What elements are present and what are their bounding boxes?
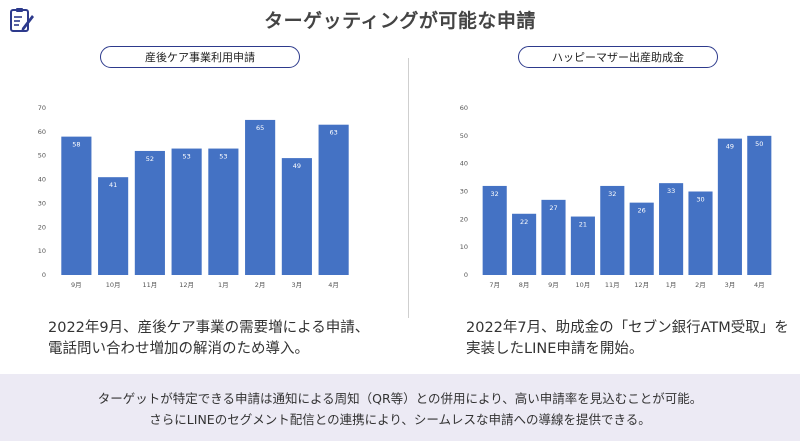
left-chart-data-label: 53 [219,153,227,161]
right-chart-bar [570,216,595,275]
right-chart-bar [717,138,742,275]
left-chart-bar [281,158,312,275]
right-chart-data-label: 27 [549,204,557,212]
left-chart-data-label: 53 [182,153,190,161]
right-chart-xtick-label: 11月 [605,281,620,289]
clipboard-pen-icon [8,6,36,34]
left-chart-ytick-label: 70 [38,104,46,112]
left-chart-bar [245,119,276,275]
right-chart-ytick-label: 20 [460,215,468,223]
left-caption-line2: 電話問い合わせ増加の解消のため導入。 [48,341,309,357]
summary-line2: さらにLINEのセグメント配信との連携により、シームレスな申請への導線を提供でき… [149,412,651,427]
right-chart-xtick-label: 10月 [576,281,591,289]
right-chart-ytick-label: 30 [460,188,468,196]
right-chart-bar [482,185,507,275]
left-caption: 2022年9月、産後ケア事業の需要増による申請、 電話問い合わせ増加の解消のため… [48,318,369,360]
left-chart-data-label: 65 [256,124,264,132]
summary-box: ターゲットが特定できる申請は通知による周知（QR等）との併用により、高い申請率を… [0,374,800,441]
right-caption-line1: 2022年7月、助成金の「セブン銀行ATM受取」を [466,320,789,336]
right-chart-xtick-label: 2月 [695,281,706,289]
left-chart-ytick-label: 40 [38,176,46,184]
left-caption-line1: 2022年9月、産後ケア事業の需要増による申請、 [48,320,370,336]
right-chart-pill: ハッピーマザー出産助成金 [518,46,718,68]
left-chart-ytick-label: 60 [38,128,46,136]
right-chart-ytick-label: 0 [464,271,468,279]
right-chart-bar [659,183,684,275]
right-chart-xtick-label: 3月 [725,281,736,289]
right-chart-ytick-label: 10 [460,243,468,251]
left-chart-ytick-label: 20 [38,223,46,231]
left-chart-ytick-label: 30 [38,199,46,207]
left-chart-ytick-label: 0 [42,271,46,279]
left-chart-data-label: 58 [72,141,80,149]
left-chart-bar [208,148,239,275]
left-chart-bar [98,177,129,275]
right-chart-data-label: 30 [696,196,704,204]
left-chart-xtick-label: 3月 [292,281,303,289]
right-chart-bar [688,191,713,275]
right-chart-data-label: 32 [608,190,616,198]
left-chart-ytick-label: 50 [38,152,46,160]
left-chart-xtick-label: 12月 [179,281,194,289]
left-bar-chart: 0 10 20 30 40 50 60 70 58 9月 41 10月 52 11月 53 12月 53 1月 65… [38,104,349,289]
left-chart-bar [61,136,92,275]
right-caption: 2022年7月、助成金の「セブン銀行ATM受取」を 実装したLINE申請を開始。 [466,318,789,360]
left-chart-ytick-label: 10 [38,247,46,255]
right-chart-ytick-label: 60 [460,104,468,112]
right-chart-xtick-label: 4月 [754,281,765,289]
right-chart-bar [747,135,772,275]
left-chart-pill: 産後ケア事業利用申請 [100,46,300,68]
right-chart-xtick-label: 9月 [548,281,559,289]
left-chart-data-label: 49 [293,162,301,170]
right-chart-data-label: 26 [638,207,646,215]
right-chart-ytick-label: 40 [460,160,468,168]
right-chart-bar [512,213,537,275]
right-chart-data-label: 22 [520,218,528,226]
right-chart-data-label: 32 [491,190,499,198]
left-chart-xtick-label: 1月 [218,281,229,289]
right-caption-line2: 実装したLINE申請を開始。 [466,341,644,357]
page-title: ターゲッティングが可能な申請 [264,10,536,32]
right-chart-xtick-label: 8月 [519,281,530,289]
summary-line1: ターゲットが特定できる申請は通知による周知（QR等）との併用により、高い申請率を… [97,391,703,406]
right-chart-data-label: 33 [667,187,675,195]
left-chart-bar [171,148,202,275]
left-chart-xtick-label: 2月 [255,281,266,289]
right-chart-bar [629,202,654,275]
left-chart-xtick-label: 4月 [328,281,339,289]
right-bar-chart: 0 10 20 30 40 50 60 32 7月 22 8月 27 9月 21 10月 32 11月 26 12月… [460,104,772,289]
right-chart-ytick-label: 50 [460,132,468,140]
left-chart-data-label: 52 [146,155,154,163]
right-chart-bar [600,185,625,275]
right-chart-xtick-label: 1月 [666,281,677,289]
left-chart-xtick-label: 10月 [106,281,121,289]
right-chart-data-label: 49 [726,143,734,151]
left-chart-bar [318,124,349,275]
left-chart-data-label: 41 [109,181,117,189]
section-divider [408,58,409,318]
right-chart-xtick-label: 7月 [489,281,500,289]
right-chart-data-label: 50 [755,140,763,148]
right-chart-xtick-label: 12月 [634,281,649,289]
left-chart-xtick-label: 9月 [71,281,82,289]
right-chart-bar [541,199,566,275]
right-chart-data-label: 21 [579,221,587,229]
left-chart-xtick-label: 11月 [142,281,157,289]
left-chart-bar [134,150,165,275]
left-chart-data-label: 63 [329,129,337,137]
